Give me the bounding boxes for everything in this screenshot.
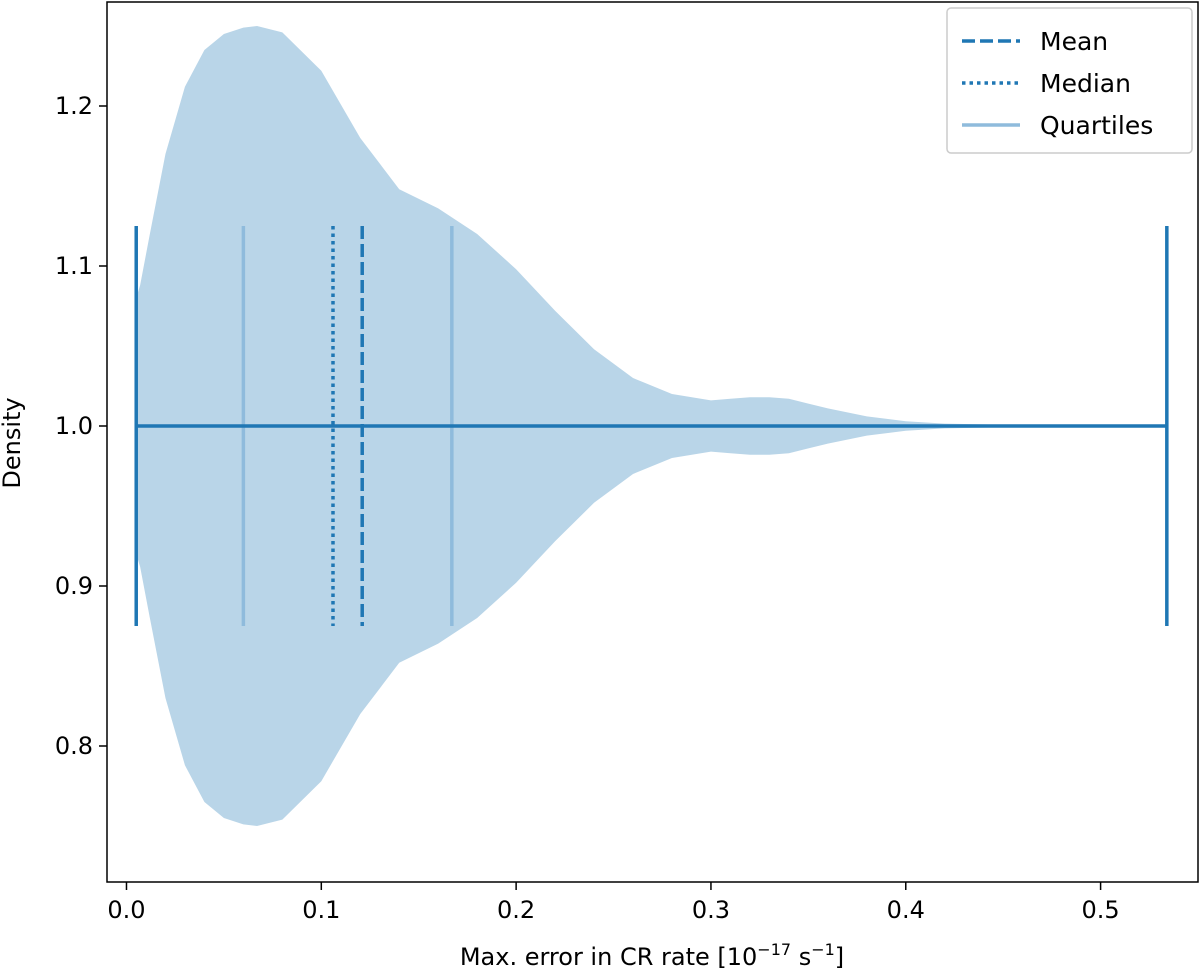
y-tick-label: 1.1 bbox=[55, 252, 93, 280]
legend-box bbox=[946, 7, 1193, 154]
y-tick-label: 0.9 bbox=[55, 572, 93, 600]
x-axis-label: Max. error in CR rate [10−17 s−1] bbox=[460, 940, 844, 971]
x-axis-label-exp2: −1 bbox=[811, 940, 835, 959]
legend: Mean Median Quartiles bbox=[946, 7, 1193, 154]
y-axis-ticks: 0.8 0.9 1.0 1.1 1.2 bbox=[55, 92, 107, 760]
x-axis-label-exp1: −17 bbox=[757, 940, 791, 959]
x-axis-label-mid: s bbox=[791, 943, 811, 971]
legend-median-label: Median bbox=[1040, 69, 1131, 98]
x-tick-label: 0.0 bbox=[107, 896, 145, 924]
y-tick-label: 1.2 bbox=[55, 92, 93, 120]
axes-frame bbox=[106, 1, 1199, 883]
x-tick-label: 0.1 bbox=[302, 896, 340, 924]
legend-quartiles-label: Quartiles bbox=[1040, 111, 1153, 140]
legend-mean-label: Mean bbox=[1040, 27, 1108, 56]
x-tick-label: 0.2 bbox=[497, 896, 535, 924]
x-tick-label: 0.3 bbox=[692, 896, 730, 924]
x-axis-label-prefix: Max. error in CR rate [10 bbox=[460, 943, 757, 971]
y-tick-label: 1.0 bbox=[55, 412, 93, 440]
y-axis-label: Density bbox=[0, 397, 26, 488]
y-tick-label: 0.8 bbox=[55, 732, 93, 760]
x-tick-label: 0.4 bbox=[887, 896, 925, 924]
x-axis-ticks: 0.0 0.1 0.2 0.3 0.4 0.5 bbox=[107, 882, 1120, 924]
x-tick-label: 0.5 bbox=[1082, 896, 1120, 924]
x-axis-label-suffix: ] bbox=[835, 943, 844, 971]
